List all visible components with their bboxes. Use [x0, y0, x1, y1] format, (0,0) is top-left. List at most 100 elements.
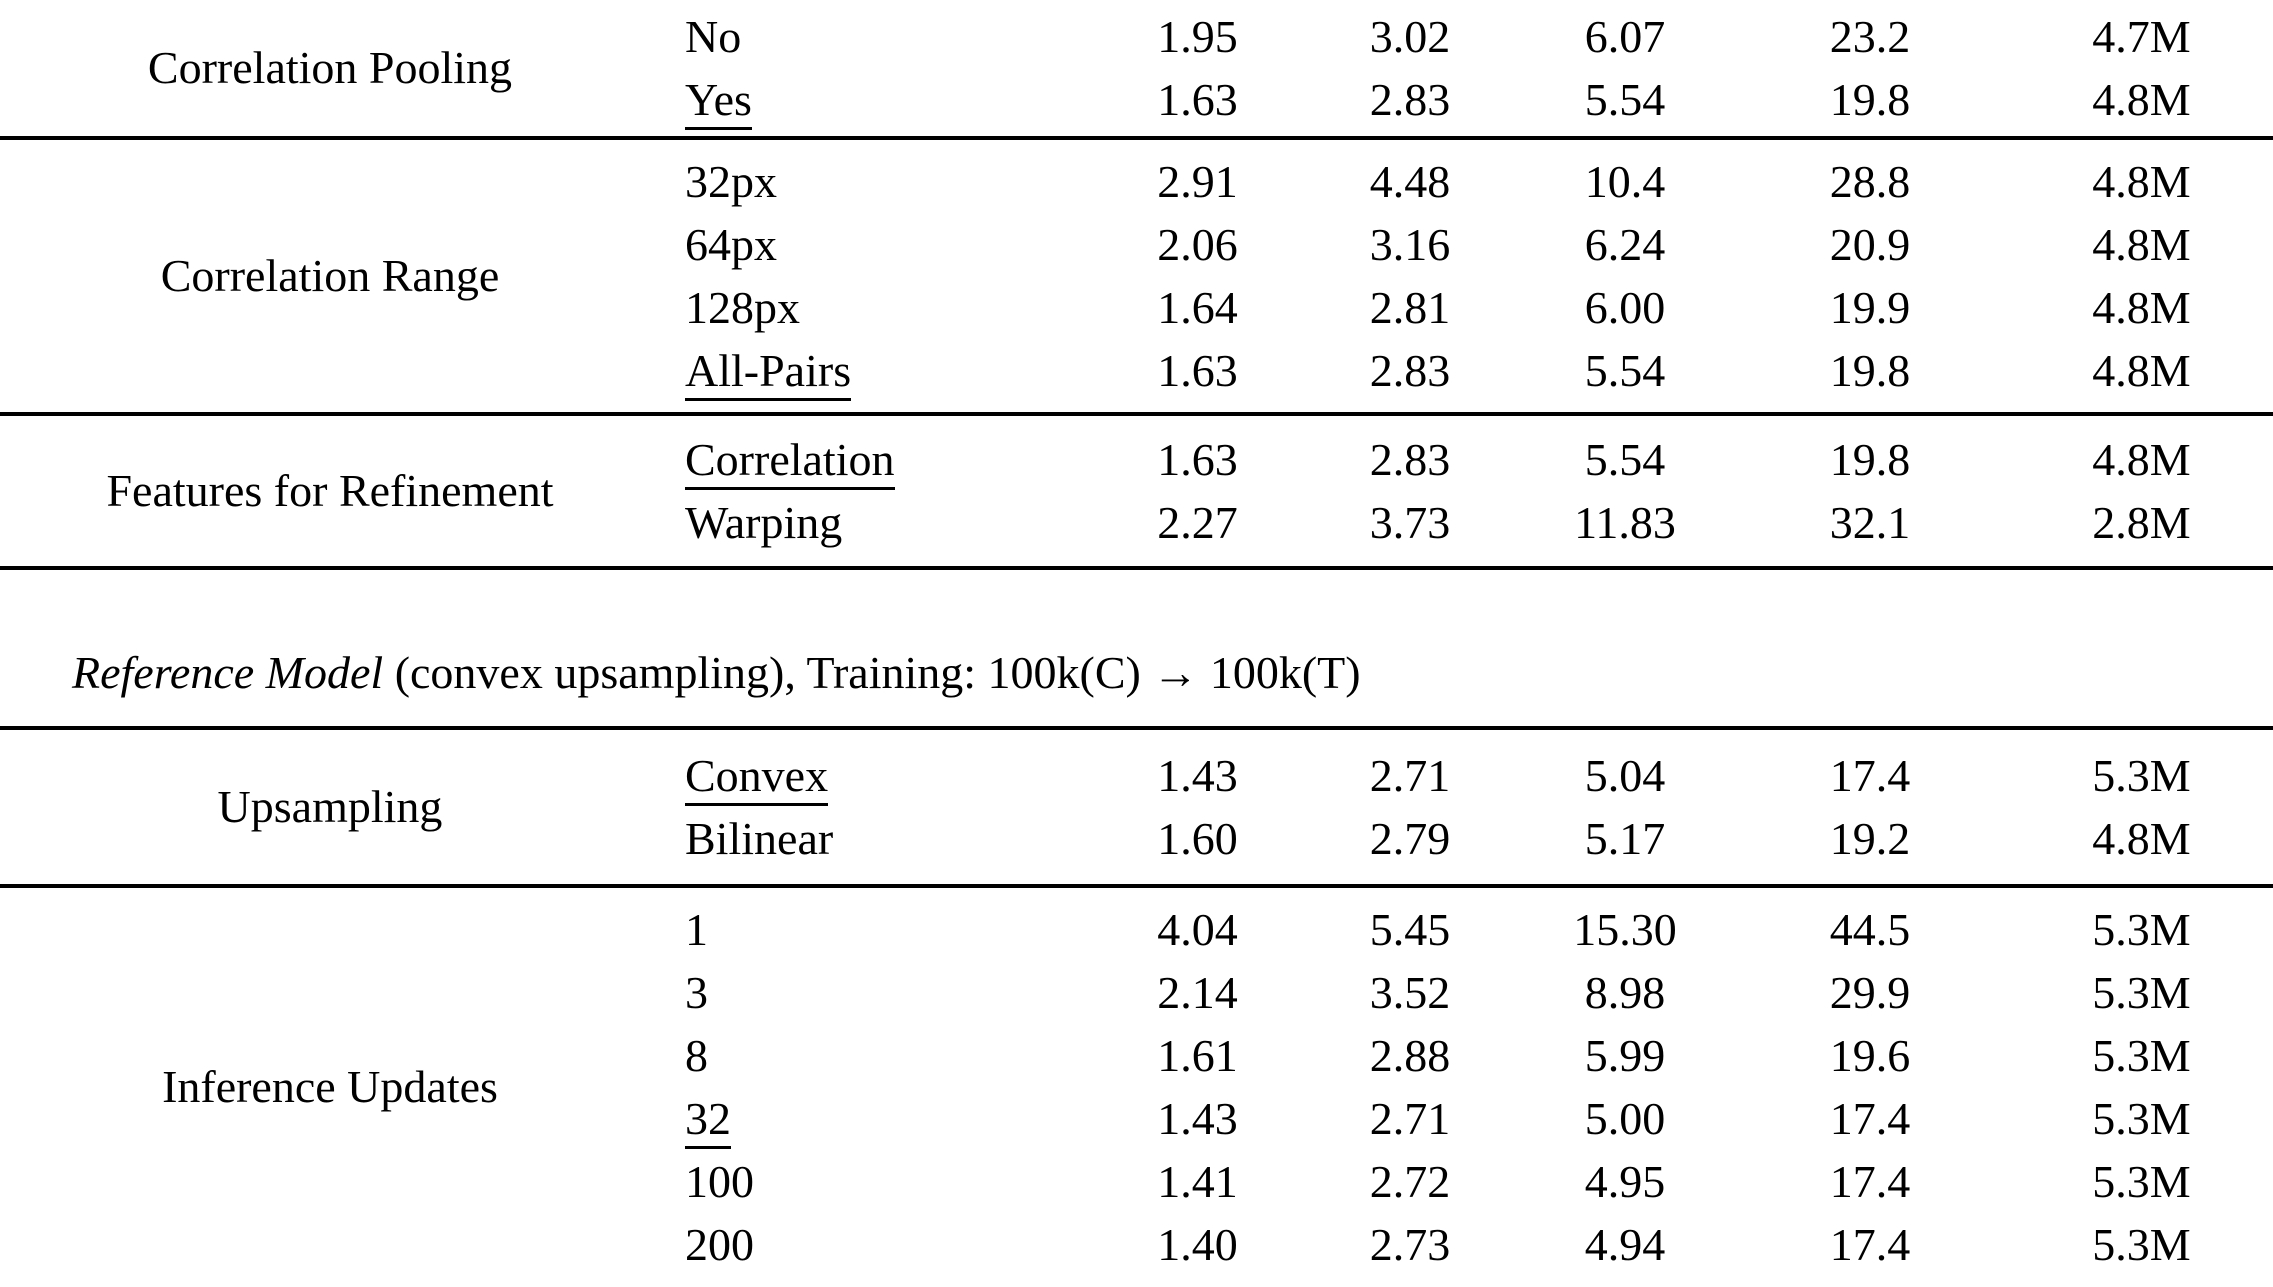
group-label: Correlation Range [160, 250, 500, 301]
value-cell: 2.81 [1300, 276, 1520, 339]
value-text: 4.8M [2092, 812, 2191, 864]
group-label: Correlation Pooling [147, 42, 513, 93]
option-cell: Convex [660, 744, 1095, 807]
table-section: Features for Refinement Correlation 1.63 2.… [0, 416, 2273, 570]
value-cell: 3.16 [1300, 213, 1520, 276]
value-text: 5.45 [1369, 903, 1451, 955]
value-cell: 1.41 [1095, 1150, 1300, 1213]
value-text: 5.54 [1584, 73, 1666, 125]
value-text: 11.83 [1574, 496, 1676, 548]
value-cell: 5.99 [1520, 1024, 1730, 1087]
value-text: 1.95 [1157, 10, 1238, 62]
option-label-selected: Convex [685, 752, 829, 806]
option-cell: Yes [660, 68, 1095, 131]
value-cell: 28.8 [1730, 150, 2010, 213]
option-cell: 64px [660, 213, 1095, 276]
value-text: 19.8 [1829, 73, 1911, 125]
value-text: 5.3M [2092, 749, 2191, 801]
value-cell: 23.2 [1730, 5, 2010, 68]
value-text: 17.4 [1829, 1155, 1911, 1207]
value-cell: 3.52 [1300, 961, 1520, 1024]
value-cell: 15.30 [1520, 898, 1730, 961]
option-label-selected: Yes [685, 76, 752, 130]
value-text: 5.3M [2092, 1092, 2191, 1144]
value-text: 1.60 [1157, 812, 1238, 864]
value-cell: 20.9 [1730, 213, 2010, 276]
value-text: 5.54 [1584, 344, 1666, 396]
value-text: 2.73 [1369, 1218, 1451, 1270]
option-cell: 32 [660, 1087, 1095, 1150]
value-text: 2.72 [1369, 1155, 1451, 1207]
value-text: 28.8 [1829, 155, 1911, 207]
value-text: 2.88 [1369, 1029, 1451, 1081]
option-label: Bilinear [685, 812, 834, 864]
table-section: Upsampling Convex 1.43 2.71 5.04 17.4 5.3M Bili… [0, 730, 2273, 888]
value-text: 3.16 [1369, 218, 1451, 270]
value-cell: 19.8 [1730, 428, 2010, 491]
value-cell: 17.4 [1730, 1213, 2010, 1276]
value-text: 4.04 [1157, 903, 1238, 955]
value-text: 4.8M [2092, 344, 2191, 396]
value-cell: 17.4 [1730, 1150, 2010, 1213]
value-cell: 2.88 [1300, 1024, 1520, 1087]
value-text: 1.63 [1157, 433, 1238, 485]
value-cell: 4.95 [1520, 1150, 1730, 1213]
value-cell: 4.8M [2010, 339, 2273, 402]
value-cell: 5.00 [1520, 1087, 1730, 1150]
value-text: 20.9 [1829, 218, 1911, 270]
value-cell: 1.95 [1095, 5, 1300, 68]
value-text: 4.48 [1369, 155, 1451, 207]
option-cell: 100 [660, 1150, 1095, 1213]
value-text: 5.04 [1584, 749, 1666, 801]
value-cell: 4.94 [1520, 1213, 1730, 1276]
value-cell: 2.79 [1300, 807, 1520, 870]
value-cell: 2.83 [1300, 339, 1520, 402]
value-cell: 6.24 [1520, 213, 1730, 276]
value-cell: 1.64 [1095, 276, 1300, 339]
value-text: 5.54 [1584, 433, 1666, 485]
value-text: 4.7M [2092, 10, 2191, 62]
value-text: 15.30 [1573, 903, 1677, 955]
group-label: Upsampling [217, 781, 443, 832]
value-cell: 4.8M [2010, 276, 2273, 339]
value-text: 1.64 [1157, 281, 1238, 333]
value-text: 5.3M [2092, 966, 2191, 1018]
value-text: 3.02 [1369, 10, 1451, 62]
value-cell: 19.8 [1730, 339, 2010, 402]
value-cell: 8.98 [1520, 961, 1730, 1024]
value-cell: 5.3M [2010, 744, 2273, 807]
value-text: 8.98 [1584, 966, 1666, 1018]
value-cell: 2.71 [1300, 1087, 1520, 1150]
option-label: 128px [685, 281, 800, 333]
value-text: 2.83 [1369, 433, 1451, 485]
value-cell: 2.72 [1300, 1150, 1520, 1213]
value-cell: 4.8M [2010, 807, 2273, 870]
value-cell: 1.43 [1095, 1087, 1300, 1150]
option-cell: Warping [660, 491, 1095, 554]
value-text: 2.06 [1157, 218, 1238, 270]
value-cell: 29.9 [1730, 961, 2010, 1024]
value-cell: 5.3M [2010, 898, 2273, 961]
value-cell: 5.3M [2010, 1024, 2273, 1087]
value-text: 1.43 [1157, 749, 1238, 801]
value-cell: 5.3M [2010, 1213, 2273, 1276]
option-label-selected: All-Pairs [685, 347, 852, 401]
value-cell: 3.73 [1300, 491, 1520, 554]
reference-model-heading-rest: (convex upsampling), Training: 100k(C) →… [383, 647, 1361, 698]
value-text: 6.00 [1584, 281, 1666, 333]
table-section: Correlation Pooling No 1.95 3.02 6.07 23.2 4.7… [0, 0, 2273, 140]
value-text: 2.81 [1369, 281, 1451, 333]
option-label: 100 [685, 1155, 754, 1207]
value-text: 32.1 [1829, 496, 1911, 548]
value-cell: 1.60 [1095, 807, 1300, 870]
value-text: 4.8M [2092, 433, 2191, 485]
value-text: 3.73 [1369, 496, 1451, 548]
value-text: 4.8M [2092, 155, 2191, 207]
value-text: 2.91 [1157, 155, 1238, 207]
value-cell: 4.04 [1095, 898, 1300, 961]
value-cell: 5.3M [2010, 1150, 2273, 1213]
option-label-selected: 32 [685, 1095, 731, 1149]
value-text: 5.3M [2092, 1218, 2191, 1270]
value-cell: 2.27 [1095, 491, 1300, 554]
value-cell: 4.8M [2010, 68, 2273, 131]
